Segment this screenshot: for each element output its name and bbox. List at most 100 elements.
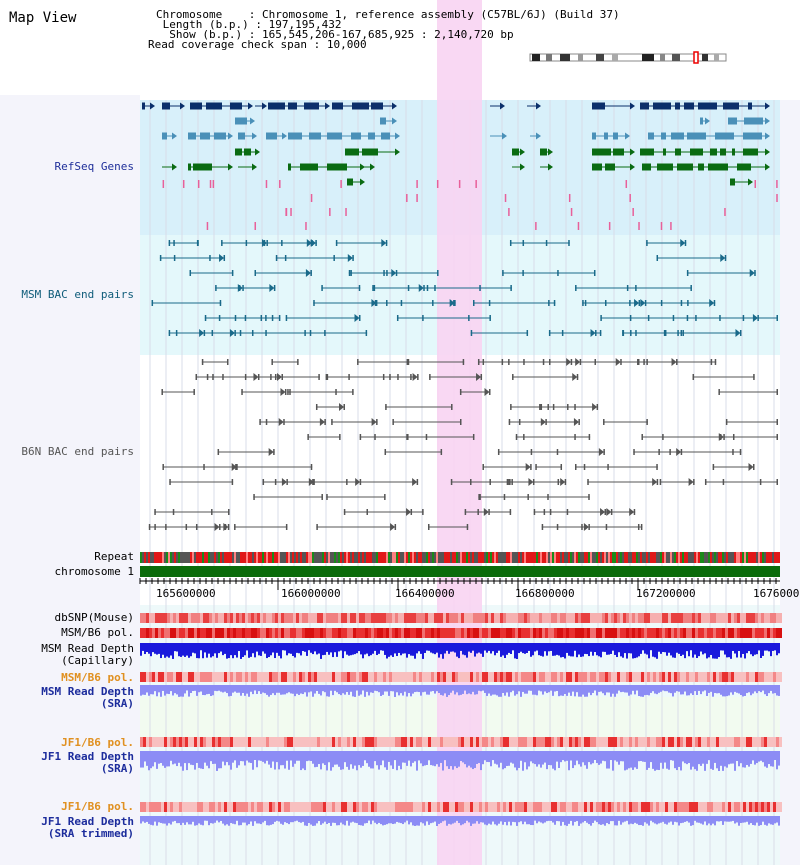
heat-strip-cell (533, 613, 536, 623)
heat-strip-cell (458, 802, 461, 812)
heat-strip-cell (308, 802, 311, 812)
depth-bar (576, 685, 578, 693)
track-label-b6n-bac[interactable]: B6N BAC end pairs (21, 445, 134, 458)
track-label-msm-depth-sra[interactable]: MSM Read Depth (SRA) (41, 686, 134, 710)
repeat-mark (568, 552, 570, 563)
bac-pair-end (530, 464, 532, 470)
heat-strip-cell (677, 628, 680, 638)
repeat-mark (304, 552, 306, 563)
heat-strip-cell (590, 737, 593, 747)
heat-strip-cell (740, 628, 743, 638)
bac-pair-end (262, 479, 265, 485)
depth-bar (580, 816, 582, 824)
track-label-jf1-depth-trimmed[interactable]: JF1 Read Depth (SRA trimmed) (41, 816, 134, 840)
heat-strip-cell (335, 802, 338, 812)
gene-strand-arrow (548, 163, 553, 171)
heat-strip-cell (251, 802, 254, 812)
depth-bar (704, 751, 706, 771)
chromosome-label: Chromosome (156, 8, 249, 21)
depth-bar (268, 816, 270, 826)
heat-strip-cell (473, 672, 476, 682)
depth-bar (410, 685, 412, 697)
heat-strip-cell (149, 613, 152, 623)
heat-strip-cell (485, 737, 488, 747)
gene-exon (288, 132, 302, 140)
heat-strip-cell (218, 613, 221, 623)
depth-bar (398, 816, 400, 823)
heat-strip-cell (659, 737, 662, 747)
depth-bar (202, 643, 204, 659)
track-label-jf1-b6-pol[interactable]: JF1/B6 pol. (61, 736, 134, 749)
depth-bar (622, 643, 624, 658)
depth-bar (264, 816, 266, 821)
depth-bar (150, 643, 152, 657)
track-label-msm-b6-pol-2[interactable]: MSM/B6 pol. (61, 671, 134, 684)
depth-bar (390, 685, 392, 692)
chromosome-value: Chromosome 1, reference assembly (C57BL/… (261, 8, 620, 21)
depth-bar (488, 643, 490, 651)
heat-strip-cell (155, 613, 158, 623)
gene-marker (776, 194, 778, 202)
heat-strip-cell (533, 628, 536, 638)
track-label-refseq[interactable]: RefSeq Genes (54, 160, 134, 173)
track-label-msm-depth-capillary[interactable]: MSM Read Depth (Capillary) (41, 643, 134, 667)
heat-strip-cell (560, 672, 563, 682)
depth-bar (552, 751, 554, 769)
repeat-mark (160, 552, 162, 563)
depth-bar (706, 816, 708, 826)
depth-bar (742, 643, 744, 654)
depth-bar (582, 643, 584, 657)
depth-bar (522, 685, 524, 692)
depth-bar (420, 816, 422, 823)
heat-strip-cell (344, 737, 347, 747)
depth-bar (520, 751, 522, 761)
heat-strip-cell (509, 802, 512, 812)
depth-bar (494, 751, 496, 764)
repeat-mark (470, 552, 472, 563)
depth-bar (310, 816, 312, 825)
bac-pair-arrow (412, 478, 418, 486)
depth-bar (618, 643, 620, 653)
repeat-mark (428, 552, 430, 563)
depth-bar (418, 816, 420, 826)
depth-bar (272, 751, 274, 762)
depth-bar (142, 816, 144, 822)
bac-pair-end (281, 374, 283, 380)
heat-strip-cell (467, 613, 470, 623)
depth-bar (460, 816, 462, 826)
heat-strip-cell (164, 737, 167, 747)
heat-strip-cell (416, 737, 419, 747)
depth-bar (430, 751, 432, 766)
depth-bar (684, 816, 686, 822)
track-label-msm-bac[interactable]: MSM BAC end pairs (21, 288, 134, 301)
track-label-msm-b6-pol[interactable]: MSM/B6 pol. (61, 626, 134, 639)
repeat-mark (768, 552, 770, 563)
depth-bar (454, 751, 456, 767)
bac-pair-end (557, 479, 560, 485)
heat-strip-cell (347, 672, 350, 682)
depth-bar (178, 685, 180, 697)
depth-bar (404, 751, 406, 763)
repeat-mark (596, 552, 598, 563)
depth-bar (676, 643, 678, 653)
track-label-dbsnp[interactable]: dbSNP(Mouse) (54, 611, 134, 624)
heat-strip-cell (314, 628, 317, 638)
heat-strip-cell (200, 672, 203, 682)
heat-strip-cell (179, 672, 182, 682)
bac-pair-end (366, 509, 368, 515)
heat-strip-cell (236, 613, 239, 623)
heat-strip-cell (293, 672, 296, 682)
gene-exon (698, 163, 704, 171)
track-label-jf1-depth-sra[interactable]: JF1 Read Depth (SRA) (41, 751, 134, 775)
depth-bar (664, 643, 666, 653)
depth-bar (514, 685, 516, 696)
track-label-chromosome[interactable]: chromosome 1 (54, 565, 134, 578)
gene-exon (380, 117, 386, 125)
depth-bar (448, 816, 450, 824)
track-label-jf1-b6-pol-2[interactable]: JF1/B6 pol. (61, 800, 134, 813)
axis-tick-label: 166800000 (515, 587, 575, 600)
heat-strip-cell (296, 613, 299, 623)
depth-bar (442, 751, 444, 771)
track-label-repeat[interactable]: Repeat (94, 550, 134, 563)
